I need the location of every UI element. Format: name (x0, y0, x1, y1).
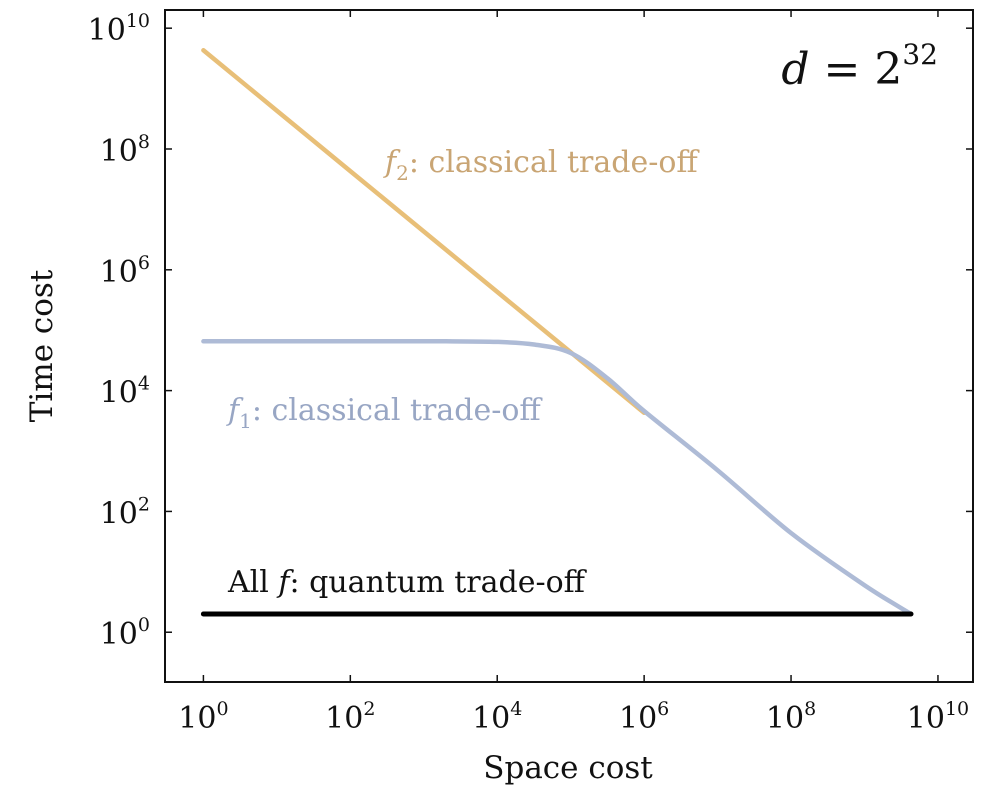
x-tick-label: 102 (325, 698, 375, 736)
x-tick-label: 108 (766, 698, 816, 736)
x-tick-label: 100 (178, 698, 228, 736)
annotation-all-f-label: All f: quantum trade-off (227, 565, 588, 600)
series-line-f1 (201, 339, 914, 617)
x-axis-title: Space cost (483, 750, 653, 786)
annotation-d-equals: d = 232 (781, 38, 938, 95)
y-tick-label: 104 (100, 373, 150, 411)
series-group (200, 48, 914, 617)
y-tick-label: 100 (100, 614, 150, 652)
annotation-f1-label: f1: classical trade-off (226, 393, 543, 433)
y-tick-label: 106 (100, 252, 150, 290)
x-tick-label: 106 (619, 698, 669, 736)
y-tick-label: 1010 (88, 10, 150, 48)
x-tick-label: 1010 (907, 698, 969, 736)
ticks: 100 102 104 106 108 1010 100 102 104 106 108 1010 (88, 10, 973, 736)
plot-frame (164, 9, 974, 683)
annotation-f2-label: f2: classical trade-off (383, 145, 700, 185)
x-tick-label: 104 (472, 698, 522, 736)
y-tick-label: 108 (100, 131, 150, 169)
y-tick-label: 102 (100, 493, 150, 531)
y-axis-title: Time cost (24, 269, 60, 422)
